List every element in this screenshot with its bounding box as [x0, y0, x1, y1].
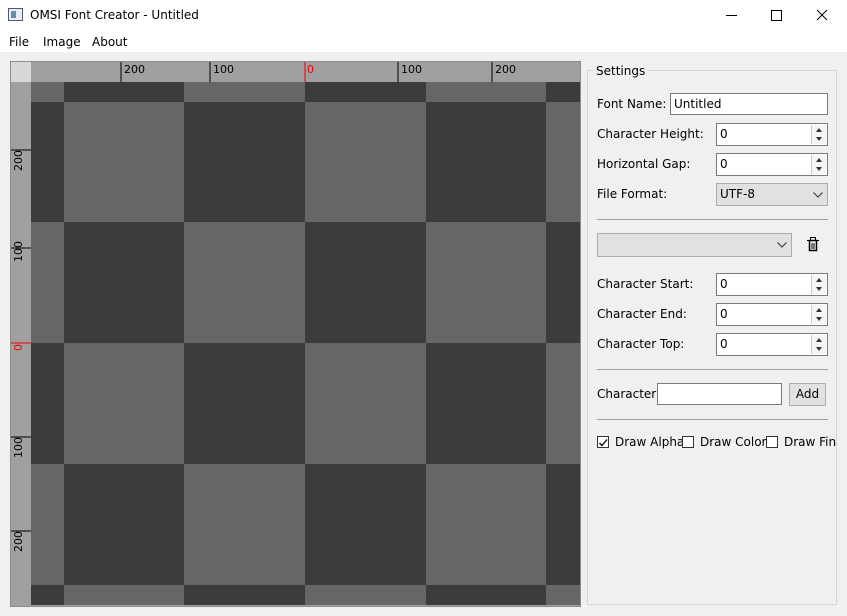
ruler-label: 200	[12, 150, 25, 171]
menu-item[interactable]: Image	[43, 35, 81, 49]
ruler-label: 200	[124, 63, 145, 76]
window-controls[interactable]	[720, 0, 847, 31]
spin-value: 0	[720, 157, 728, 171]
ruler-label: 200	[12, 531, 25, 552]
checkbox-label: Draw Alpha	[615, 435, 685, 449]
checkbox-label: Draw Fina	[784, 435, 837, 449]
ruler-label: 100	[12, 241, 25, 262]
spin-value: 0	[720, 307, 728, 321]
field-label: Character Height:	[597, 127, 704, 141]
spin-value: 0	[720, 277, 728, 291]
separator	[597, 369, 828, 370]
separator	[597, 419, 828, 420]
spin-value: 0	[720, 337, 728, 351]
text-input[interactable]: Untitled	[670, 93, 828, 115]
separator	[597, 219, 828, 220]
field-label: Font Name:	[597, 97, 667, 111]
spin-buttons[interactable]	[811, 305, 826, 324]
field-label: Horizontal Gap:	[597, 157, 691, 171]
dropdown-arrow	[813, 192, 823, 198]
ruler-label: 200	[495, 63, 516, 76]
combo-box[interactable]	[597, 233, 792, 257]
canvas-view: 200 100 0 100 200 200 100 0 100 200	[10, 61, 581, 607]
checkbox-label: Draw Color	[700, 435, 767, 449]
ruler-label: 100	[12, 437, 25, 458]
combo-value: UTF-8	[720, 187, 755, 201]
check-mark	[599, 439, 608, 447]
ruler-label: 100	[401, 63, 422, 76]
ruler-label: 0	[12, 344, 25, 351]
ruler-label: 100	[213, 63, 234, 76]
settings-group	[587, 70, 837, 605]
ruler-label: 0	[307, 63, 314, 76]
menu-item[interactable]: File	[9, 35, 30, 49]
ruler-labels: 200 100 0 100 200 200 100 0 100 200	[12, 63, 516, 552]
field-label: Character Top:	[597, 337, 685, 351]
checkbox[interactable]	[682, 436, 694, 448]
checkbox[interactable]	[597, 436, 609, 448]
add-button[interactable]: Add	[789, 383, 826, 406]
ruler-ticks	[11, 62, 493, 532]
field-label: File Format:	[597, 187, 668, 201]
spin-buttons[interactable]	[811, 125, 826, 144]
field-label: Character End:	[597, 307, 687, 321]
spin-box[interactable]: 0	[716, 153, 828, 176]
spin-buttons[interactable]	[811, 335, 826, 354]
checkerboard	[31, 82, 580, 605]
text-input[interactable]	[657, 383, 782, 405]
window-title: OMSI Font Creator - Untitled	[30, 8, 199, 22]
field-label: Character:	[597, 387, 661, 401]
menu-item[interactable]: About	[92, 35, 128, 49]
spin-box[interactable]: 0	[716, 303, 828, 326]
combo-box[interactable]: UTF-8	[716, 183, 828, 206]
checkbox[interactable]	[766, 436, 778, 448]
field-label: Character Start:	[597, 277, 694, 291]
spin-box[interactable]: 0	[716, 123, 828, 146]
delete-icon[interactable]	[806, 237, 820, 252]
title-bar	[0, 0, 847, 52]
spin-buttons[interactable]	[811, 275, 826, 294]
dropdown-arrow	[777, 242, 787, 248]
group-title: Settings	[593, 63, 649, 79]
spin-buttons[interactable]	[811, 155, 826, 174]
spin-box[interactable]: 0	[716, 333, 828, 356]
spin-value: 0	[720, 127, 728, 141]
app-icon	[8, 8, 23, 21]
spin-box[interactable]: 0	[716, 273, 828, 296]
